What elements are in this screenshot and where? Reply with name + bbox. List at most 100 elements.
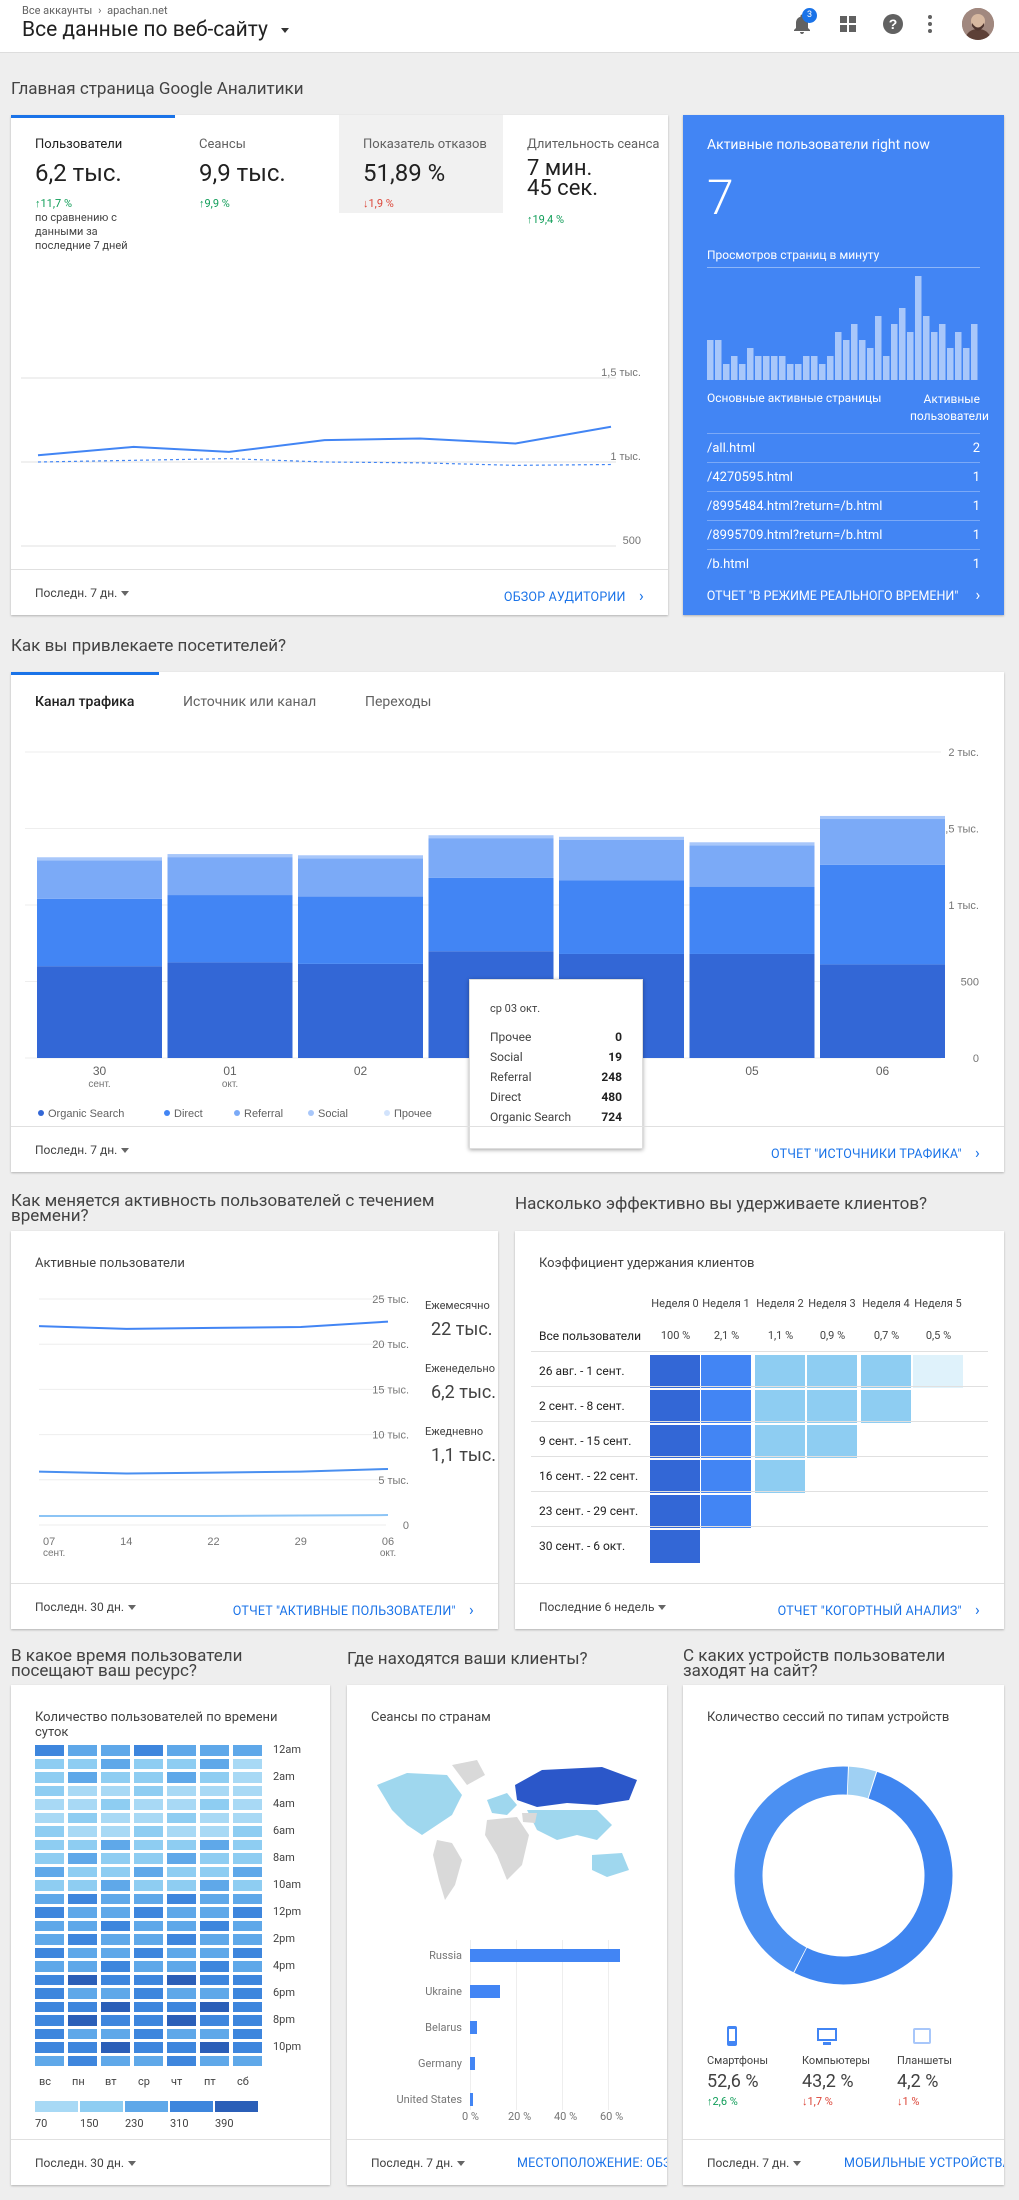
cohort-cell[interactable] [701, 1355, 751, 1388]
active-series-line [38, 1320, 389, 1330]
date-range-selector[interactable]: Последн. 7 дн. [371, 2156, 466, 2170]
more-vert-icon[interactable] [927, 13, 933, 35]
heatmap-cell [134, 1880, 163, 1891]
tab-0[interactable]: Канал трафика [35, 694, 135, 710]
date-range-selector[interactable]: Последние 6 недель [539, 1600, 667, 1614]
mobile-report-link[interactable]: МОБИЛЬНЫЕ УСТРОЙСТВА [844, 2156, 1004, 2171]
cohort-cell[interactable] [807, 1425, 857, 1458]
date-range-selector[interactable]: Последн. 7 дн. [707, 2156, 802, 2170]
heatmap-cell [233, 2042, 262, 2053]
date-range-selector[interactable]: Последн. 7 дн. [35, 586, 130, 600]
breadcrumb[interactable]: Все аккаунты › apachan.net [22, 4, 168, 17]
arrow-up-icon: ↑ [707, 2095, 713, 2108]
date-range-selector[interactable]: Последн. 30 дн. [35, 2156, 137, 2170]
arrow-down-icon: ↓ [802, 2095, 808, 2108]
smartphone-icon [721, 2025, 743, 2047]
traffic-sources-report-link[interactable]: ОТЧЕТ "ИСТОЧНИКИ ТРАФИКА" › [771, 1143, 980, 1162]
audience-report-link[interactable]: ОБЗОР АУДИТОРИИ › [503, 586, 644, 605]
heatmap-cell [134, 1934, 163, 1945]
metric-tab-1[interactable]: Сеансы 9,9 тыс. ↑9,9 % [199, 115, 349, 213]
geo-section-title: Где находятся ваши клиенты? [347, 1649, 588, 1669]
y-tick-label: 10 тыс. [372, 1430, 409, 1442]
heatmap-cell [134, 2001, 163, 2012]
bar-segment-social [689, 842, 815, 846]
active-page-row[interactable]: /8995709.html?return=/b.html 1 [707, 520, 980, 549]
active-page-path[interactable]: /all.html [707, 441, 756, 456]
cohort-cell[interactable] [650, 1355, 700, 1388]
hour-label: 8pm [273, 2013, 296, 2026]
heatmap-cell [68, 2028, 97, 2039]
heatmap-cell [134, 1920, 163, 1931]
cohort-cell[interactable] [755, 1390, 805, 1423]
cohort-cell[interactable] [755, 1425, 805, 1458]
tab-2[interactable]: Переходы [365, 694, 432, 710]
cohort-cell[interactable] [650, 1495, 700, 1528]
bar-segment-referral [820, 819, 945, 865]
active-page-row[interactable]: /b.html 1 [707, 549, 980, 578]
scale-swatch [125, 2101, 168, 2112]
breadcrumb-property[interactable]: apachan.net [107, 4, 168, 17]
cohort-report-link[interactable]: ОТЧЕТ "КОГОРТНЫЙ АНАЛИЗ" › [777, 1600, 980, 1619]
users-series-line [37, 425, 612, 457]
heatmap-cell [200, 1772, 229, 1783]
cohort-cell[interactable] [701, 1495, 751, 1528]
active-users-title: Активные пользователи [35, 1256, 185, 1271]
breadcrumb-accounts[interactable]: Все аккаунты [22, 4, 93, 17]
active-page-path[interactable]: /8995484.html?return=/b.html [707, 499, 883, 514]
cohort-cell[interactable] [650, 1460, 700, 1493]
cohort-cell[interactable] [755, 1355, 805, 1388]
view-title[interactable]: Все данные по веб-сайту [22, 18, 268, 42]
metric-tab-3[interactable]: Длительность сеанса 7 мин. 45 сек. ↑19,4 % [527, 115, 677, 226]
tooltip-row: Referral 248 [490, 1070, 622, 1088]
cohort-cell[interactable] [755, 1460, 805, 1493]
cohort-row-label: 2 сент. - 8 сент. [539, 1399, 625, 1413]
y-tick-label: 1,5 тыс. [601, 367, 641, 379]
location-report-link[interactable]: МЕСТОПОЛОЖЕНИЕ: ОБЗОР [517, 2156, 667, 2171]
scale-label: 310 [170, 2117, 189, 2130]
heatmap-cell [233, 1961, 262, 1972]
notifications-icon[interactable]: 3 [790, 8, 817, 36]
cohort-cell[interactable] [701, 1425, 751, 1458]
apps-grid-icon[interactable] [838, 14, 858, 34]
cohort-cell[interactable] [913, 1355, 963, 1388]
cohort-cell[interactable] [650, 1530, 700, 1563]
bar-segment-social [167, 854, 293, 858]
heatmap-cell [68, 1947, 97, 1958]
date-range-selector[interactable]: Последн. 7 дн. [35, 1143, 130, 1157]
active-page-path[interactable]: /b.html [707, 557, 750, 572]
pageviews-bar [955, 332, 962, 380]
cohort-cell[interactable] [701, 1390, 751, 1423]
tooltip-row: Organic Search 724 [490, 1110, 622, 1128]
heatmap-cell [101, 2015, 130, 2026]
cohort-cell[interactable] [701, 1460, 751, 1493]
tab-1[interactable]: Источник или канал [183, 694, 317, 710]
cohort-cell[interactable] [807, 1355, 857, 1388]
cohort-cell[interactable] [807, 1390, 857, 1423]
pageviews-bar [819, 364, 826, 380]
active-users-report-link[interactable]: ОТЧЕТ "АКТИВНЫЕ ПОЛЬЗОВАТЕЛИ" › [232, 1600, 474, 1619]
help-icon[interactable]: ? [881, 12, 905, 36]
heatmap-cell [200, 1785, 229, 1796]
cohort-cell[interactable] [650, 1425, 700, 1458]
active-page-row[interactable]: /8995484.html?return=/b.html 1 [707, 491, 980, 520]
realtime-report-link[interactable]: ОТЧЕТ "В РЕЖИМЕ РЕАЛЬНОГО ВРЕМЕНИ" › [706, 585, 981, 604]
metric-tab-2[interactable]: Показатель отказов 51,89 % ↓1,9 % [363, 115, 513, 213]
heatmap-cell [101, 1826, 130, 1837]
country-label: United States [396, 2093, 462, 2106]
active-page-row[interactable]: /all.html 2 [707, 433, 980, 462]
cohort-cell[interactable] [861, 1390, 911, 1423]
chart-tooltip: ср 03 окт. Прочее 0 Social 19 Referral 248 Dir… [469, 979, 643, 1149]
heatmap-cell [35, 1745, 64, 1756]
heatmap-cell [101, 1799, 130, 1810]
heatmap-cell [167, 1853, 196, 1864]
active-page-row[interactable]: /4270595.html 1 [707, 462, 980, 491]
active-page-path[interactable]: /8995709.html?return=/b.html [707, 528, 883, 543]
view-selector[interactable]: Все данные по веб-сайту [22, 18, 290, 42]
metric-tab-0[interactable]: Пользователи 6,2 тыс. ↑11,7 % [35, 115, 185, 213]
avatar[interactable] [962, 8, 994, 40]
cohort-cell[interactable] [861, 1355, 911, 1388]
date-range-selector[interactable]: Последн. 30 дн. [35, 1600, 137, 1614]
cohort-cell[interactable] [650, 1390, 700, 1423]
active-page-path[interactable]: /4270595.html [707, 470, 793, 485]
